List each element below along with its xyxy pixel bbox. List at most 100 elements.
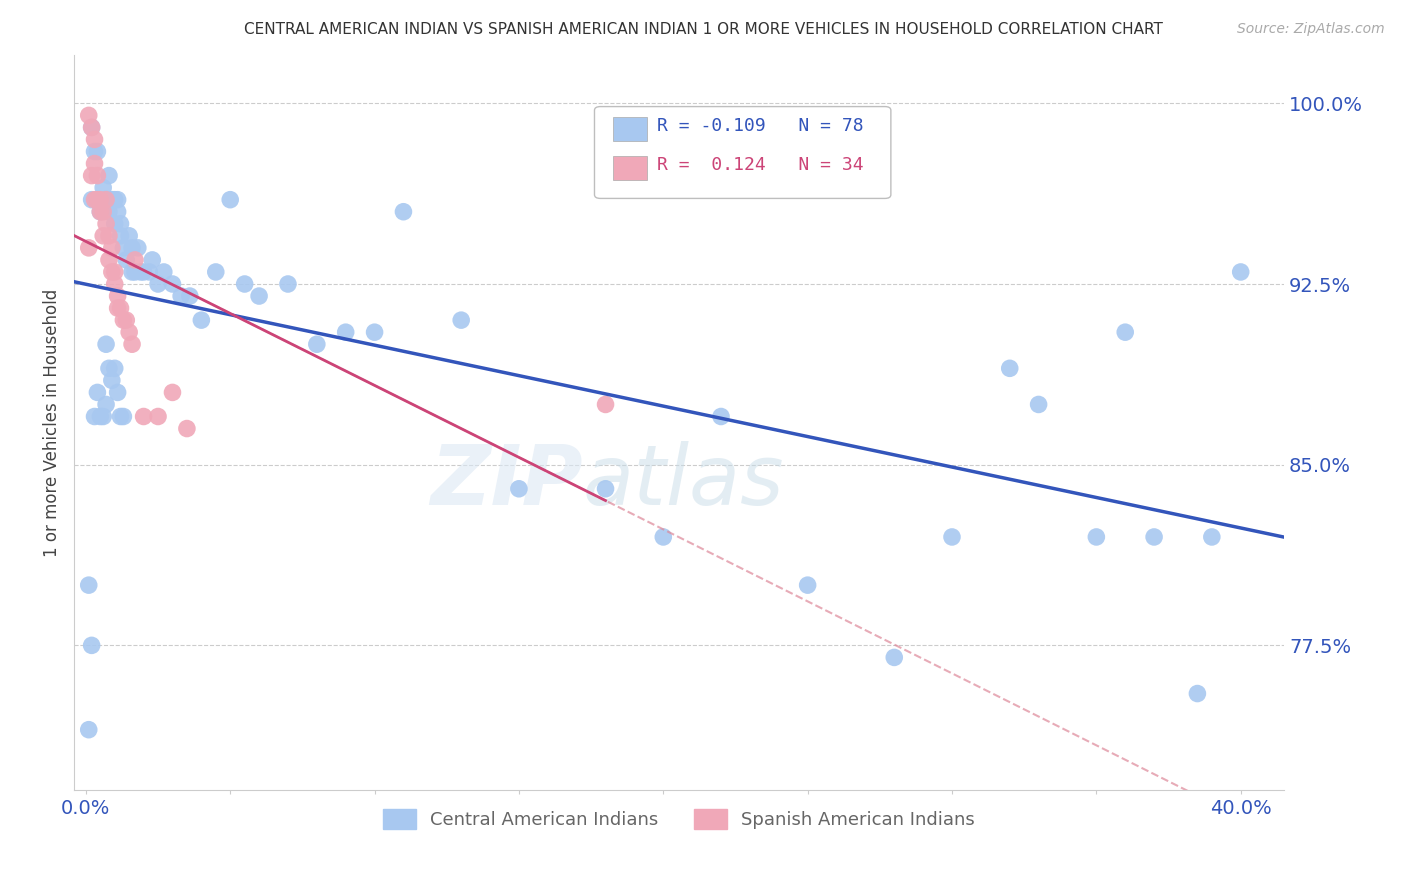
Point <box>124 252 146 267</box>
Point <box>115 252 138 267</box>
Point <box>80 169 103 183</box>
Point <box>86 193 108 207</box>
Point <box>129 265 152 279</box>
Point <box>89 193 111 207</box>
FancyBboxPatch shape <box>595 106 891 198</box>
Point <box>998 361 1021 376</box>
Point <box>247 289 270 303</box>
Point <box>80 120 103 135</box>
Text: R =  0.124   N = 34: R = 0.124 N = 34 <box>658 156 865 174</box>
Point <box>112 241 135 255</box>
Point <box>91 228 114 243</box>
Point <box>127 241 149 255</box>
Point <box>80 639 103 653</box>
Point <box>190 313 212 327</box>
Point <box>101 265 124 279</box>
Point <box>101 241 124 255</box>
Point <box>83 132 105 146</box>
Point <box>83 156 105 170</box>
Point <box>595 397 617 411</box>
Point <box>1187 687 1209 701</box>
Point <box>107 204 129 219</box>
Point <box>83 145 105 159</box>
Point <box>121 265 143 279</box>
Point <box>110 228 132 243</box>
Point <box>91 193 114 207</box>
Point <box>118 325 141 339</box>
Text: Source: ZipAtlas.com: Source: ZipAtlas.com <box>1237 22 1385 37</box>
Point <box>77 723 100 737</box>
Point <box>132 265 155 279</box>
Point <box>363 325 385 339</box>
Point <box>107 301 129 315</box>
Point <box>335 325 357 339</box>
Point <box>1085 530 1108 544</box>
Point <box>89 204 111 219</box>
Point <box>121 337 143 351</box>
Point <box>204 265 226 279</box>
Point <box>97 252 120 267</box>
Point <box>110 409 132 424</box>
Point <box>941 530 963 544</box>
Y-axis label: 1 or more Vehicles in Household: 1 or more Vehicles in Household <box>44 288 60 557</box>
Point <box>91 180 114 194</box>
Point <box>176 421 198 435</box>
Point <box>86 145 108 159</box>
Point <box>101 193 124 207</box>
Point <box>86 193 108 207</box>
Point <box>110 301 132 315</box>
Point <box>121 241 143 255</box>
Point <box>89 193 111 207</box>
Point <box>104 277 127 291</box>
Point <box>277 277 299 291</box>
Point <box>508 482 530 496</box>
Point <box>132 409 155 424</box>
Point <box>305 337 328 351</box>
Point <box>146 277 169 291</box>
Point <box>118 228 141 243</box>
Point <box>104 217 127 231</box>
Point <box>162 277 184 291</box>
Point <box>86 385 108 400</box>
Point <box>94 397 117 411</box>
Point <box>77 241 100 255</box>
Point <box>94 193 117 207</box>
Point <box>1201 530 1223 544</box>
Point <box>1114 325 1136 339</box>
Point <box>170 289 193 303</box>
Point <box>104 265 127 279</box>
Point <box>1028 397 1050 411</box>
FancyBboxPatch shape <box>613 156 647 180</box>
Point <box>595 482 617 496</box>
Point <box>97 361 120 376</box>
Point <box>107 385 129 400</box>
Point <box>97 228 120 243</box>
Text: CENTRAL AMERICAN INDIAN VS SPANISH AMERICAN INDIAN 1 OR MORE VEHICLES IN HOUSEHO: CENTRAL AMERICAN INDIAN VS SPANISH AMERI… <box>243 22 1163 37</box>
Point <box>83 193 105 207</box>
Point <box>110 217 132 231</box>
Point <box>115 313 138 327</box>
Point <box>91 204 114 219</box>
Point <box>392 204 415 219</box>
Point <box>97 169 120 183</box>
Point <box>94 217 117 231</box>
Text: ZIP: ZIP <box>430 441 582 522</box>
Point <box>796 578 818 592</box>
Point <box>101 193 124 207</box>
Point <box>112 313 135 327</box>
Point <box>89 409 111 424</box>
Point <box>107 289 129 303</box>
Point <box>141 252 163 267</box>
Point <box>97 204 120 219</box>
Point <box>883 650 905 665</box>
Point <box>138 265 160 279</box>
Point <box>1143 530 1166 544</box>
Text: atlas: atlas <box>582 441 785 522</box>
Point <box>77 578 100 592</box>
Point <box>219 193 242 207</box>
Point <box>104 193 127 207</box>
Text: R = -0.109   N = 78: R = -0.109 N = 78 <box>658 118 865 136</box>
Point <box>91 409 114 424</box>
Point <box>162 385 184 400</box>
Point <box>94 193 117 207</box>
